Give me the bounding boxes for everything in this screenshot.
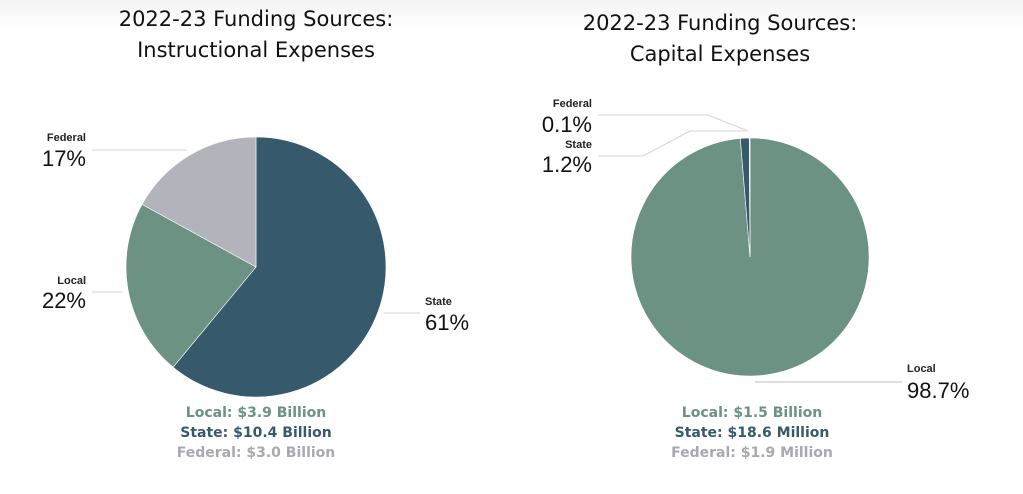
label-federal: Federal (47, 132, 86, 144)
legend-federal: Federal: $1.9 Million (671, 445, 833, 461)
title-line-2: Instructional Expenses (137, 38, 375, 62)
title-line-2: Capital Expenses (629, 42, 811, 66)
pie-instructional-labels: Federal 17% Local 22% State 61% (42, 132, 469, 335)
title-line-1: 2022-23 Funding Sources: (582, 11, 858, 35)
label-state: State (565, 139, 592, 151)
pie-slice-local (125, 203, 257, 368)
chart-title-capital: 2022-23 Funding Sources: Capital Expense… (520, 8, 920, 70)
pie-slice-federal (748, 137, 751, 258)
legend-capital: Local: $1.5 Billion State: $18.6 Million… (652, 403, 852, 463)
pie-capital (630, 137, 870, 377)
pie-slice-state (172, 136, 387, 398)
title-line-1: 2022-23 Funding Sources: (118, 7, 394, 31)
label-local: Local (907, 363, 936, 375)
top-fade (0, 0, 1023, 30)
label-local: Local (57, 275, 86, 287)
label-federal-percent: 17% (42, 146, 86, 171)
label-state-percent: 1.2% (542, 152, 592, 177)
legend-local: Local: $1.5 Billion (681, 405, 823, 421)
pie-instructional (125, 136, 387, 398)
legend-federal: Federal: $3.0 Billion (176, 445, 336, 461)
legend-local: Local: $3.9 Billion (185, 405, 327, 421)
legend-state: State: $10.4 Billion (180, 425, 332, 441)
leader-line-state (598, 130, 745, 157)
pie-slice-federal (141, 136, 257, 268)
label-state: State (425, 296, 452, 308)
label-federal-percent: 0.1% (542, 112, 592, 137)
label-local-percent: 22% (42, 288, 86, 313)
leader-line-federal (598, 114, 749, 132)
label-federal: Federal (553, 98, 592, 110)
legend-instructional: Local: $3.9 Billion State: $10.4 Billion… (156, 403, 356, 463)
label-state-percent: 61% (425, 310, 469, 335)
pie-capital-labels: Federal 0.1% State 1.2% Local 98.7% (542, 98, 970, 403)
chart-title-instructional: 2022-23 Funding Sources: Instructional E… (56, 4, 456, 66)
legend-state: State: $18.6 Million (674, 425, 830, 441)
label-local-percent: 98.7% (907, 378, 969, 403)
